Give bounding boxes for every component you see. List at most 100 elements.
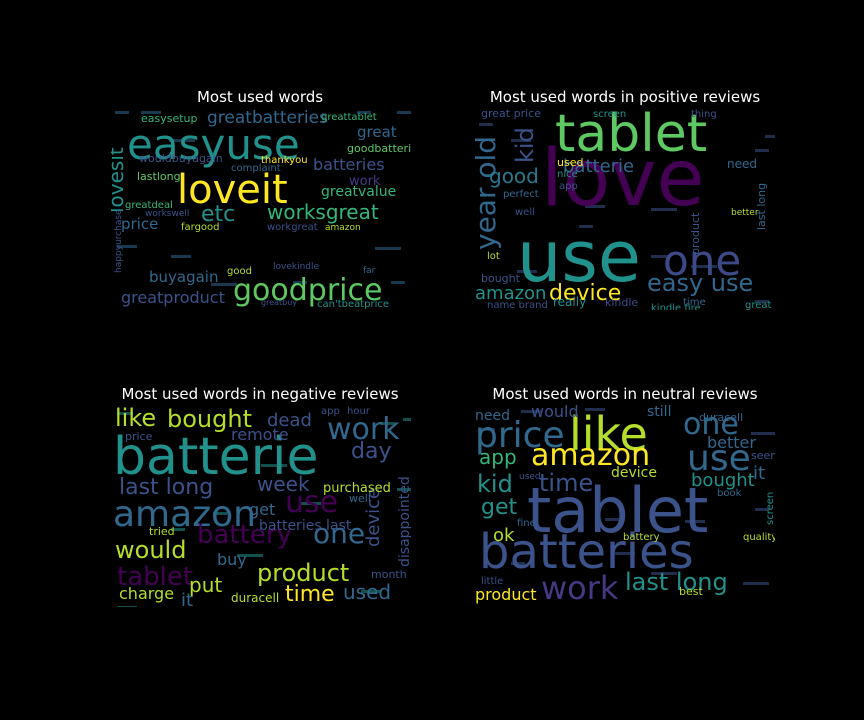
- word-thing: thing: [691, 109, 717, 120]
- word-easysetup: easysetup: [141, 112, 198, 125]
- texture-mark: [403, 418, 411, 421]
- word-screen: screen: [593, 109, 626, 120]
- texture-mark: [651, 255, 671, 258]
- texture-mark: [375, 247, 401, 250]
- texture-mark: [261, 464, 287, 467]
- word-charge: charge: [119, 584, 174, 603]
- word-kid: kid: [477, 470, 513, 498]
- word-battery: battery: [623, 532, 660, 543]
- word-happyurchase: happyurchase: [114, 209, 124, 273]
- word-work: work: [349, 174, 381, 189]
- word-it: it: [181, 590, 193, 607]
- texture-mark: [691, 265, 717, 268]
- word-well: well: [515, 207, 535, 218]
- word-goodprice: goodprice: [233, 273, 382, 308]
- texture-mark: [397, 488, 411, 491]
- word-greattablet: greattablet: [321, 112, 377, 123]
- wordcloud-svg: batterie amazon work bought like last long use…: [113, 404, 411, 607]
- chart-title: Most used words in negative reviews: [121, 385, 399, 403]
- word-lastlong: lastlong: [137, 170, 181, 183]
- word-batterie: batterie: [113, 427, 318, 487]
- word-time: time: [285, 582, 335, 607]
- word-bought: bought: [691, 470, 755, 491]
- word-duracell: duracell: [231, 591, 279, 605]
- word-great: great: [357, 123, 397, 141]
- word-it: it: [753, 463, 765, 484]
- word-duracell: duracell: [699, 411, 743, 424]
- word-used: used: [519, 472, 541, 482]
- word-hour: hour: [347, 406, 371, 417]
- texture-mark: [357, 111, 371, 114]
- word-last-long: last long: [755, 183, 768, 230]
- word-batteries-last: batteries last: [259, 518, 352, 534]
- word-fargood: fargood: [181, 222, 220, 233]
- word-dead: dead: [267, 410, 312, 431]
- word-day: day: [351, 439, 391, 464]
- word-price: price: [121, 215, 158, 233]
- word-seem: seem: [751, 449, 775, 462]
- word-get: get: [249, 500, 275, 519]
- word-kid: kid: [511, 127, 539, 163]
- word-goodbatteries: goodbatteries: [347, 142, 411, 155]
- word-tried: tried: [149, 525, 175, 538]
- word-time: time: [539, 469, 593, 497]
- word-name-brand: name brand: [487, 300, 548, 310]
- word-remote: remote: [231, 425, 289, 444]
- word-batteries: batteries: [313, 155, 385, 174]
- word-device: device: [549, 281, 621, 306]
- word-used: used: [557, 156, 583, 169]
- word-best: best: [679, 585, 703, 598]
- texture-mark: [521, 410, 541, 413]
- texture-mark: [615, 552, 635, 555]
- chart-title: Most used words: [196, 88, 324, 106]
- word-use: use: [285, 485, 338, 520]
- word-really: really: [553, 295, 586, 309]
- word-one: one: [663, 236, 741, 285]
- word-wouldbuyagain: wouldbuyagain: [139, 152, 223, 165]
- word-greatvalue: greatvalue: [321, 184, 396, 200]
- word-like: like: [115, 404, 156, 432]
- word-app: app: [559, 181, 578, 192]
- texture-mark: [579, 225, 593, 228]
- texture-mark: [301, 502, 321, 505]
- texture-mark: [765, 135, 775, 138]
- word-get: get: [481, 495, 518, 520]
- chart-title: Most used words in neutral reviews: [492, 385, 758, 403]
- word-work: work: [327, 412, 400, 447]
- texture-mark: [293, 281, 307, 284]
- texture-mark: [237, 554, 263, 557]
- word-use: use: [687, 438, 751, 479]
- word-well: well: [349, 492, 371, 505]
- texture-mark: [755, 300, 769, 303]
- word-easyuse: easyuse: [127, 120, 300, 169]
- texture-mark: [211, 283, 237, 286]
- word-great-price: great price: [481, 107, 541, 120]
- texture-mark: [511, 562, 525, 565]
- texture-mark: [117, 245, 137, 248]
- word-purchased: purchased: [323, 481, 391, 496]
- texture-mark: [755, 149, 769, 152]
- word-thankyou: thankyou: [261, 155, 308, 166]
- word-little: little: [481, 576, 503, 587]
- texture-mark: [585, 408, 605, 411]
- word-app: app: [321, 406, 340, 417]
- word-need: need: [727, 157, 757, 171]
- texture-mark: [755, 508, 769, 511]
- texture-mark: [115, 111, 129, 114]
- word-better: better: [731, 208, 759, 218]
- word-used: used: [343, 580, 391, 604]
- texture-mark: [479, 123, 493, 126]
- word-device: device: [611, 465, 657, 481]
- word-product: product: [475, 585, 537, 604]
- word-greatbuy: greatbuy: [261, 298, 297, 307]
- word-good: good: [489, 164, 539, 188]
- word-nice: nice: [557, 169, 578, 180]
- texture-mark: [397, 111, 411, 114]
- word-good: good: [227, 266, 252, 277]
- word-book: book: [717, 488, 742, 499]
- word-put: put: [189, 573, 222, 597]
- word-buy: buy: [217, 550, 247, 569]
